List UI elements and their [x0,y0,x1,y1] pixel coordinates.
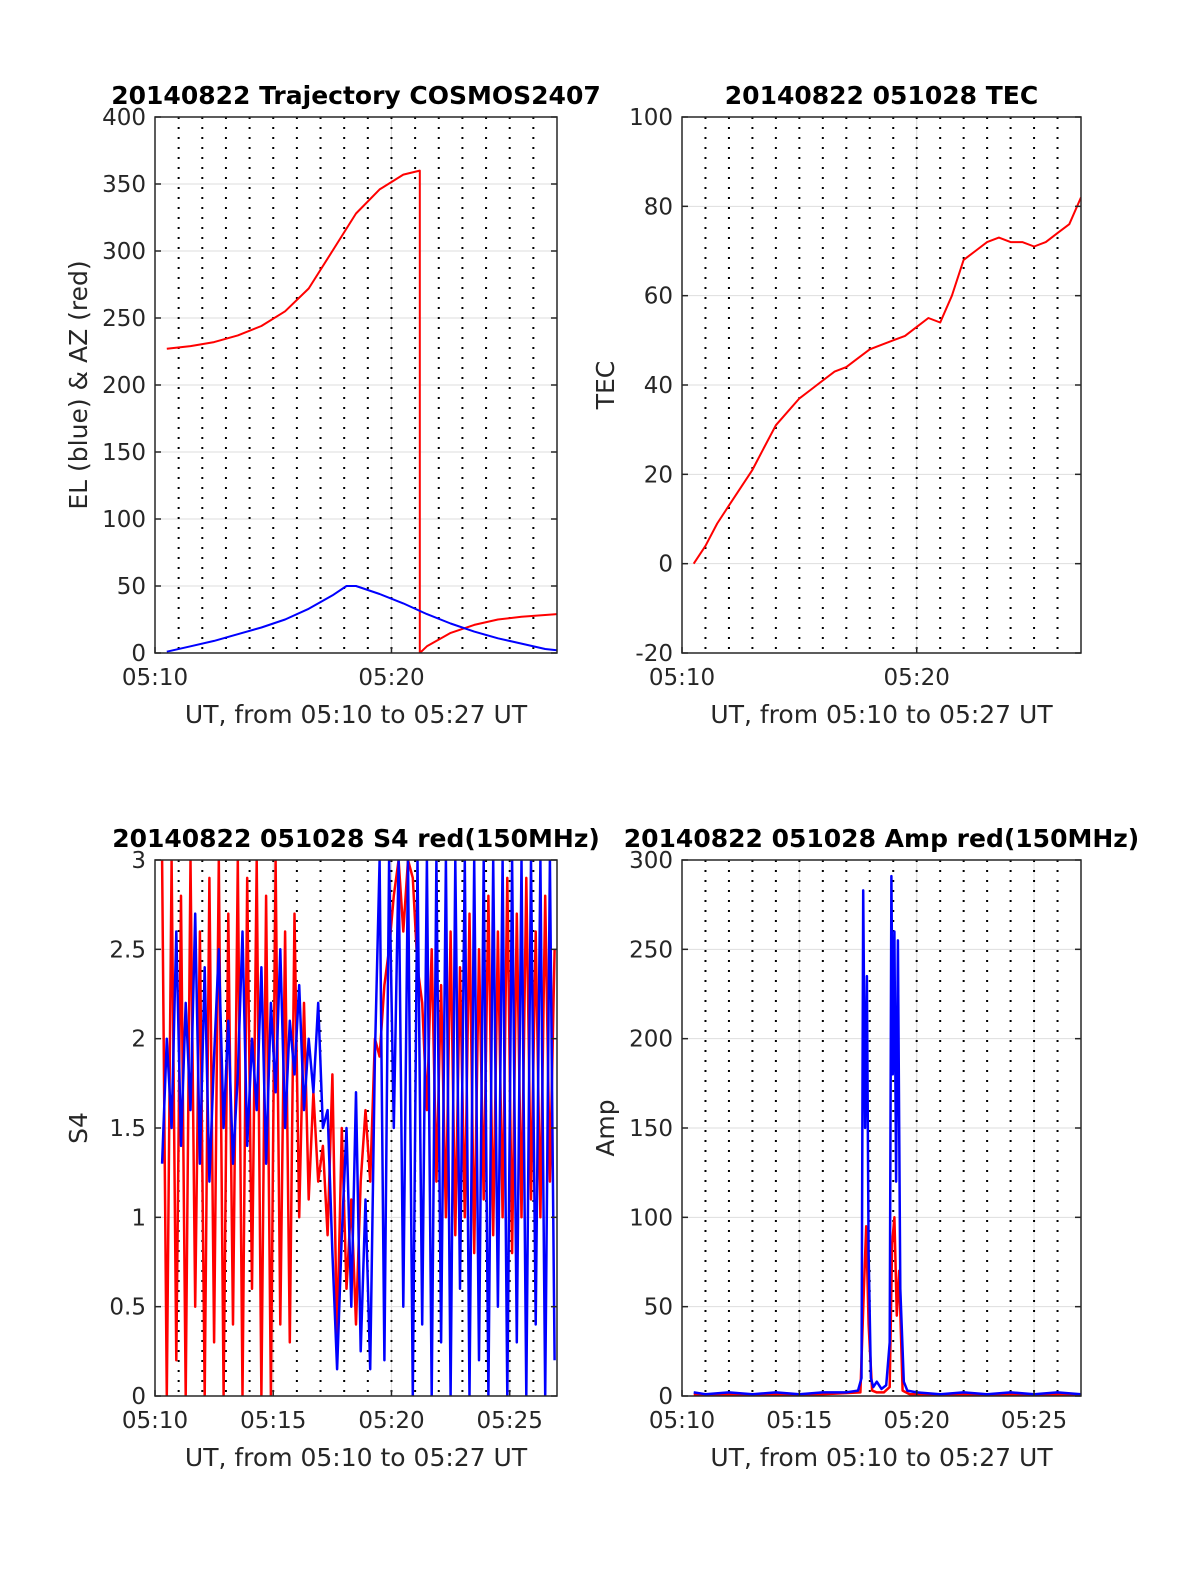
chart-title: 20140822 051028 TEC [725,81,1038,110]
y-tick-label: 200 [102,373,146,399]
y-tick-label: 20 [644,462,673,488]
y-tick-label: 80 [644,194,673,220]
y-tick-label: 2 [131,1027,146,1053]
chart-title: 20140822 Trajectory COSMOS2407 [111,81,601,110]
y-tick-label: 40 [644,373,673,399]
x-axis-label: UT, from 05:10 to 05:27 UT [185,1443,528,1472]
y-tick-label: 2.5 [109,937,146,963]
x-tick-label: 05:20 [884,1408,950,1434]
series-line-2 [160,860,556,1396]
x-axis-label: UT, from 05:10 to 05:27 UT [710,700,1053,729]
x-tick-label: 05:25 [477,1408,543,1434]
series-line-2 [166,585,557,653]
y-tick-label: 100 [629,1205,673,1231]
x-tick-label: 05:20 [358,1408,424,1434]
y-tick-label: -20 [635,641,673,667]
x-tick-label: 05:15 [240,1408,306,1434]
y-tick-label: 60 [644,284,673,310]
y-tick-label: 400 [102,105,146,131]
y-tick-label: 50 [117,574,146,600]
y-tick-label: 250 [102,306,146,332]
series-line-1 [166,169,557,653]
x-tick-label: 05:15 [766,1408,832,1434]
y-tick-label: 250 [629,937,673,963]
y-tick-label: 350 [102,172,146,198]
series-line-1 [692,196,1081,565]
y-axis-label: S4 [64,1112,93,1144]
y-tick-label: 3 [131,848,146,874]
chart-panel-2: -20 0 20 40 60 80 100 05:10 05:20 20140822 051028… [591,81,1082,729]
x-tick-label: 05:25 [1001,1408,1067,1434]
chart-panel-4: 0 50 100 150 200 250 300 05:10 05:15 05:20 05:25 20… [591,824,1139,1472]
y-tick-label: 1 [131,1205,146,1231]
y-tick-label: 300 [102,239,146,265]
y-tick-label: 300 [629,848,673,874]
y-tick-label: 0 [131,641,146,667]
y-axis-label: EL (blue) & AZ (red) [64,260,93,509]
x-tick-label: 05:10 [649,1408,715,1434]
y-axis-label: TEC [591,361,620,411]
y-tick-label: 50 [644,1295,673,1321]
x-tick-label: 05:20 [884,665,950,691]
y-tick-label: 0 [131,1384,146,1410]
x-axis-label: UT, from 05:10 to 05:27 UT [185,700,528,729]
y-tick-label: 150 [102,440,146,466]
x-tick-label: 05:10 [122,665,188,691]
x-tick-label: 05:20 [358,665,424,691]
chart-title: 20140822 051028 Amp red(150MHz) [624,824,1140,853]
y-tick-label: 100 [629,105,673,131]
x-tick-label: 05:10 [649,665,715,691]
chart-title: 20140822 051028 S4 red(150MHz) [112,824,600,853]
y-tick-label: 0 [658,1384,673,1410]
y-axis-label: Amp [591,1099,620,1156]
y-tick-label: 0.5 [109,1295,146,1321]
y-tick-label: 200 [629,1027,673,1053]
y-tick-label: 0 [658,552,673,578]
chart-panel-1: 0 50 100 150 200 250 300 350 400 05:10 05:20 201408… [64,81,601,729]
x-axis-label: UT, from 05:10 to 05:27 UT [710,1443,1053,1472]
x-tick-label: 05:10 [122,1408,188,1434]
y-tick-label: 150 [629,1116,673,1142]
y-tick-label: 1.5 [109,1116,146,1142]
chart-panel-3: 0 0.5 1 1.5 2 2.5 3 05:10 05:15 05:20 05:25 2014082… [64,824,600,1472]
series-line-2 [693,874,1081,1396]
y-tick-label: 100 [102,507,146,533]
